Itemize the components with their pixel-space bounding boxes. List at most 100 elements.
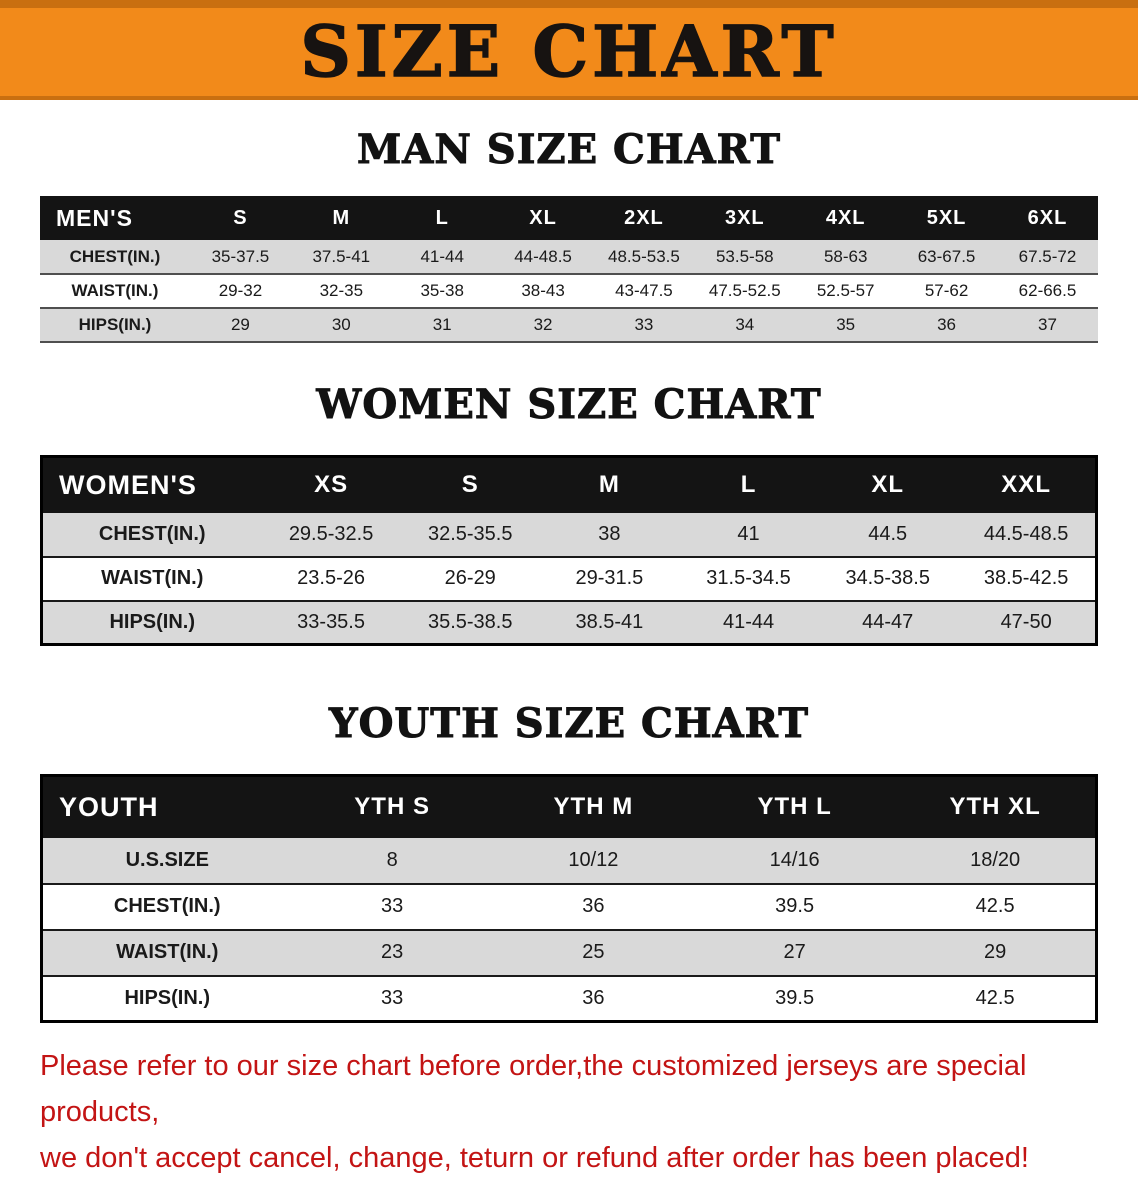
size-column-header: 6XL — [997, 196, 1098, 240]
size-value-cell: 36 — [937, 315, 957, 334]
disclaimer-line-1: Please refer to our size chart before or… — [40, 1050, 1027, 1128]
table-header-row: MEN'S S M L XL 2XL 3XL 4XL 5XL 6XL — [40, 196, 1098, 240]
banner-title: SIZE CHART — [300, 10, 838, 93]
table-corner-label: YOUTH — [41, 775, 292, 838]
size-column-header: L — [391, 196, 493, 240]
size-value-cell: 47-50 — [1000, 610, 1052, 633]
size-value-cell: 33 — [381, 895, 404, 917]
size-value-cell: 29 — [984, 941, 1007, 963]
size-value-cell: 29-32 — [218, 281, 263, 300]
measurement-row: HIPS(IN.) 33-35.5 35.5-38.5 38.5-41 41-44 44-… — [41, 600, 1097, 645]
measurement-label: WAIST(IN.) — [101, 567, 204, 589]
size-value-cell: 62-66.5 — [1018, 281, 1077, 300]
size-value-cell: 35.5-38.5 — [427, 610, 513, 633]
size-value-cell: 44.5 — [868, 522, 908, 545]
youth-chart-heading: YOUTH SIZE CHART — [329, 700, 809, 747]
size-value-cell: 27 — [783, 941, 806, 963]
size-value-cell: 44.5-48.5 — [983, 522, 1069, 545]
size-column-header: YTH XL — [895, 775, 1097, 838]
measurement-row: HIPS(IN.) 29 30 31 32 33 34 35 36 37 — [40, 308, 1098, 342]
size-value-cell: 30 — [331, 315, 351, 334]
size-value-cell: 47.5-52.5 — [708, 281, 781, 300]
table-corner-label: MEN'S — [40, 196, 190, 240]
disclaimer-line-2: we don't accept cancel, change, teturn o… — [40, 1142, 1029, 1174]
measurement-row: WAIST(IN.) 23 25 27 29 — [41, 929, 1097, 976]
size-value-cell: 41-44 — [722, 610, 775, 633]
size-column-header: XL — [818, 456, 958, 513]
measurement-row: WAIST(IN.) 29-32 32-35 35-38 38-43 43-47.5 47.… — [40, 274, 1098, 308]
size-value-cell: 8 — [386, 848, 398, 871]
size-value-cell: 53.5-58 — [715, 246, 774, 266]
size-value-cell: 35-37.5 — [211, 246, 270, 266]
size-value-cell: 32-35 — [319, 281, 364, 300]
women-size-section: WOMEN SIZE CHART WOMEN'S XS S M L XL XXL CHEST(… — [0, 381, 1138, 646]
size-column-header: XL — [492, 196, 594, 240]
size-value-cell: 38-43 — [521, 281, 565, 300]
size-column-header: XXL — [957, 456, 1097, 513]
youth-size-section: YOUTH SIZE CHART YOUTH YTH S YTH M YTH L YTH… — [0, 700, 1138, 1023]
measurement-label: CHEST(IN.) — [98, 522, 206, 545]
size-column-header: YTH L — [694, 775, 896, 838]
size-value-cell: 35-38 — [420, 281, 464, 300]
size-value-cell: 32 — [533, 315, 553, 334]
men-chart-heading: MAN SIZE CHART — [357, 126, 781, 173]
measurement-label: HIPS(IN.) — [124, 986, 211, 1009]
measurement-label: HIPS(IN.) — [109, 610, 196, 633]
size-value-cell: 44-47 — [862, 610, 914, 633]
size-value-cell: 25 — [582, 941, 605, 963]
size-value-cell: 42.5 — [975, 895, 1015, 917]
size-column-header: S — [400, 456, 540, 513]
size-value-cell: 18/20 — [970, 848, 1021, 871]
size-value-cell: 39.5 — [775, 986, 815, 1009]
size-column-header: 4XL — [795, 196, 897, 240]
disclaimer-note: Please refer to our size chart before or… — [40, 1043, 1098, 1181]
size-value-cell: 67.5-72 — [1018, 246, 1077, 266]
size-value-cell: 37 — [1038, 315, 1057, 334]
measurement-label: WAIST(IN.) — [71, 281, 159, 300]
size-value-cell: 23 — [381, 941, 404, 963]
size-value-cell: 36 — [582, 986, 605, 1009]
size-value-cell: 10/12 — [568, 848, 619, 871]
size-value-cell: 31.5-34.5 — [706, 567, 791, 589]
size-value-cell: 41 — [737, 522, 760, 545]
size-value-cell: 38.5-41 — [575, 610, 644, 633]
size-value-cell: 29 — [230, 315, 250, 334]
size-value-cell: 29.5-32.5 — [288, 522, 374, 545]
size-column-header: 5XL — [896, 196, 997, 240]
measurement-label: WAIST(IN.) — [116, 941, 219, 963]
size-value-cell: 57-62 — [924, 281, 969, 300]
size-column-header: YTH S — [291, 775, 493, 838]
size-chart-banner: SIZE CHART — [0, 0, 1138, 100]
measurement-row: U.S.SIZE 8 10/12 14/16 18/20 — [41, 837, 1097, 884]
women-chart-heading: WOMEN SIZE CHART — [316, 381, 822, 428]
table-corner-label: WOMEN'S — [41, 456, 262, 513]
size-value-cell: 26-29 — [444, 567, 496, 589]
size-column-header: S — [190, 196, 291, 240]
size-value-cell: 23.5-26 — [297, 567, 365, 589]
women-size-table: WOMEN'S XS S M L XL XXL CHEST(IN.) 29.5-32.5 32.5… — [40, 455, 1098, 646]
size-value-cell: 38 — [598, 522, 621, 545]
size-column-header: YTH M — [492, 775, 694, 838]
size-value-cell: 41-44 — [420, 246, 464, 266]
size-column-header: M — [539, 456, 679, 513]
size-value-cell: 44-48.5 — [514, 246, 572, 266]
size-value-cell: 48.5-53.5 — [608, 246, 680, 266]
size-column-header: L — [678, 456, 819, 513]
measurement-row: WAIST(IN.) 23.5-26 26-29 29-31.5 31.5-34.5 34… — [41, 557, 1097, 601]
size-value-cell: 37.5-41 — [312, 246, 371, 266]
size-value-cell: 58-63 — [823, 246, 868, 266]
measurement-row: HIPS(IN.) 33 36 39.5 42.5 — [42, 976, 1097, 1022]
size-value-cell: 42.5 — [975, 986, 1015, 1009]
table-header-row: YOUTH YTH S YTH M YTH L YTH XL — [41, 775, 1097, 838]
size-value-cell: 36 — [582, 895, 605, 917]
size-value-cell: 38.5-42.5 — [983, 567, 1069, 589]
size-column-header: 2XL — [593, 196, 695, 240]
size-value-cell: 43-47.5 — [615, 281, 673, 300]
size-value-cell: 52.5-57 — [816, 281, 875, 300]
size-value-cell: 33 — [381, 986, 404, 1009]
size-value-cell: 39.5 — [775, 895, 815, 917]
measurement-row: CHEST(IN.) 35-37.5 37.5-41 41-44 44-48.5 48.5… — [40, 240, 1098, 274]
measurement-label: CHEST(IN.) — [113, 895, 221, 917]
men-size-table: MEN'S S M L XL 2XL 3XL 4XL 5XL 6XL CHEST(IN.) 35-37… — [40, 196, 1098, 343]
